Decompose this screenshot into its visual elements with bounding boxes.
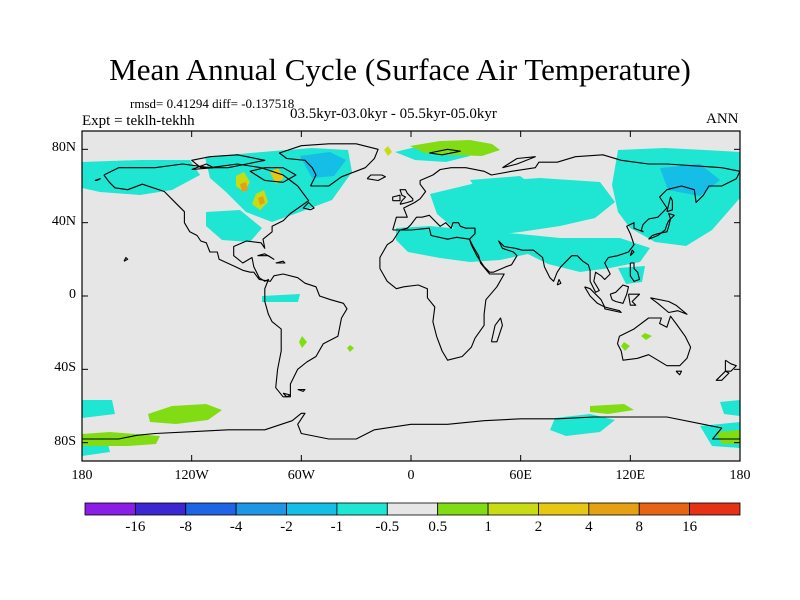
coastline-segment (604, 306, 622, 314)
coastline-segment (282, 392, 291, 398)
lat-tick-label: 40N (51, 213, 76, 229)
colorbar-label: -8 (179, 519, 193, 535)
coastline-segment (249, 167, 297, 183)
colorbar-label: -4 (229, 519, 243, 535)
plot-title: Mean Annual Cycle (Surface Air Temperatu… (109, 52, 691, 87)
lat-tick-label: 0 (69, 287, 76, 302)
colorbar-label: 1 (484, 519, 492, 535)
colorbar-label: 4 (585, 519, 593, 535)
colorbar-box (588, 502, 640, 516)
coastline-segment (675, 370, 683, 376)
coastline-segment (648, 212, 675, 240)
colorbar-box (185, 502, 237, 516)
lat-tick-label: 80S (54, 433, 76, 449)
coastline-segment (724, 359, 737, 372)
colorbar-box (538, 502, 590, 516)
period-subtitle: 03.5kyr-03.0kyr - 05.5kyr-05.0kyr (290, 106, 497, 122)
coastline-segment (629, 249, 635, 257)
lon-tick-label: 120E (615, 468, 646, 483)
lat-tick-label: 40S (54, 360, 76, 376)
colorbar-boxes (84, 502, 741, 516)
coastline-segment (123, 256, 129, 262)
colorbar-box (437, 502, 489, 516)
colorbar-box (286, 502, 338, 516)
colorbar-label: -0.5 (375, 519, 400, 535)
coastline-segment (627, 293, 641, 306)
colorbar-box (638, 502, 691, 516)
lon-tick-label: 0 (407, 468, 415, 483)
coastline-segment (392, 194, 401, 202)
coastline-segment (275, 260, 286, 264)
latitude-ticks (82, 148, 740, 444)
coastline-segment (429, 148, 461, 156)
experiment-label: Expt = teklh-tekhh (82, 113, 195, 129)
coastline-segment (490, 317, 503, 343)
colorbar-label: -16 (125, 519, 146, 535)
coastline-segment (609, 284, 630, 304)
colorbar-label: 16 (682, 519, 698, 535)
coastline-segment (257, 253, 275, 260)
lon-tick-label: 60W (287, 468, 315, 483)
colorbar-box (386, 502, 439, 516)
warming-anomaly-regions (82, 140, 740, 446)
lon-tick-label: 180 (71, 468, 93, 483)
coastline-segment (616, 315, 692, 367)
coastline-segment (502, 156, 536, 169)
lon-tick-label: 120W (174, 468, 209, 483)
coastlines (82, 143, 740, 440)
lat-tick-label: 80N (51, 140, 76, 156)
colorbar-label: 0.5 (428, 519, 448, 535)
colorbar-box (235, 502, 287, 516)
colorbar-label: -2 (280, 519, 293, 535)
stats-line: rmsd= 0.41294 diff= -0.137518 (130, 96, 295, 111)
coastline-segment (366, 174, 386, 182)
coastline-segment (278, 143, 379, 187)
longitude-ticks (81, 131, 741, 461)
coastline-segment (94, 178, 101, 182)
colorbar-box (336, 502, 388, 516)
coastline-segment (556, 278, 562, 286)
coastline-segment (302, 201, 315, 211)
colorbar-label: 8 (635, 519, 643, 535)
colorbar-label: 2 (534, 519, 543, 535)
colorbar-box (689, 502, 741, 516)
coastline-segment (629, 262, 641, 282)
coastline-segment (715, 370, 730, 381)
coastline-segment (103, 163, 348, 398)
lon-tick-label: 180 (729, 468, 751, 483)
coastline-segment (297, 388, 306, 392)
colorbar-box (134, 502, 187, 516)
colorbar-label: -1 (330, 519, 344, 535)
coastline-segment (82, 412, 740, 440)
colorbar-box (84, 502, 136, 516)
season-label: ANN (706, 111, 739, 127)
coastline-segment (379, 227, 505, 361)
coastline-segment (666, 196, 673, 213)
coastline-segment (650, 297, 688, 315)
lon-tick-label: 60E (509, 468, 532, 483)
coastline-segment (191, 163, 215, 171)
colorbar-box (487, 502, 539, 516)
coastline-segment (399, 189, 414, 205)
